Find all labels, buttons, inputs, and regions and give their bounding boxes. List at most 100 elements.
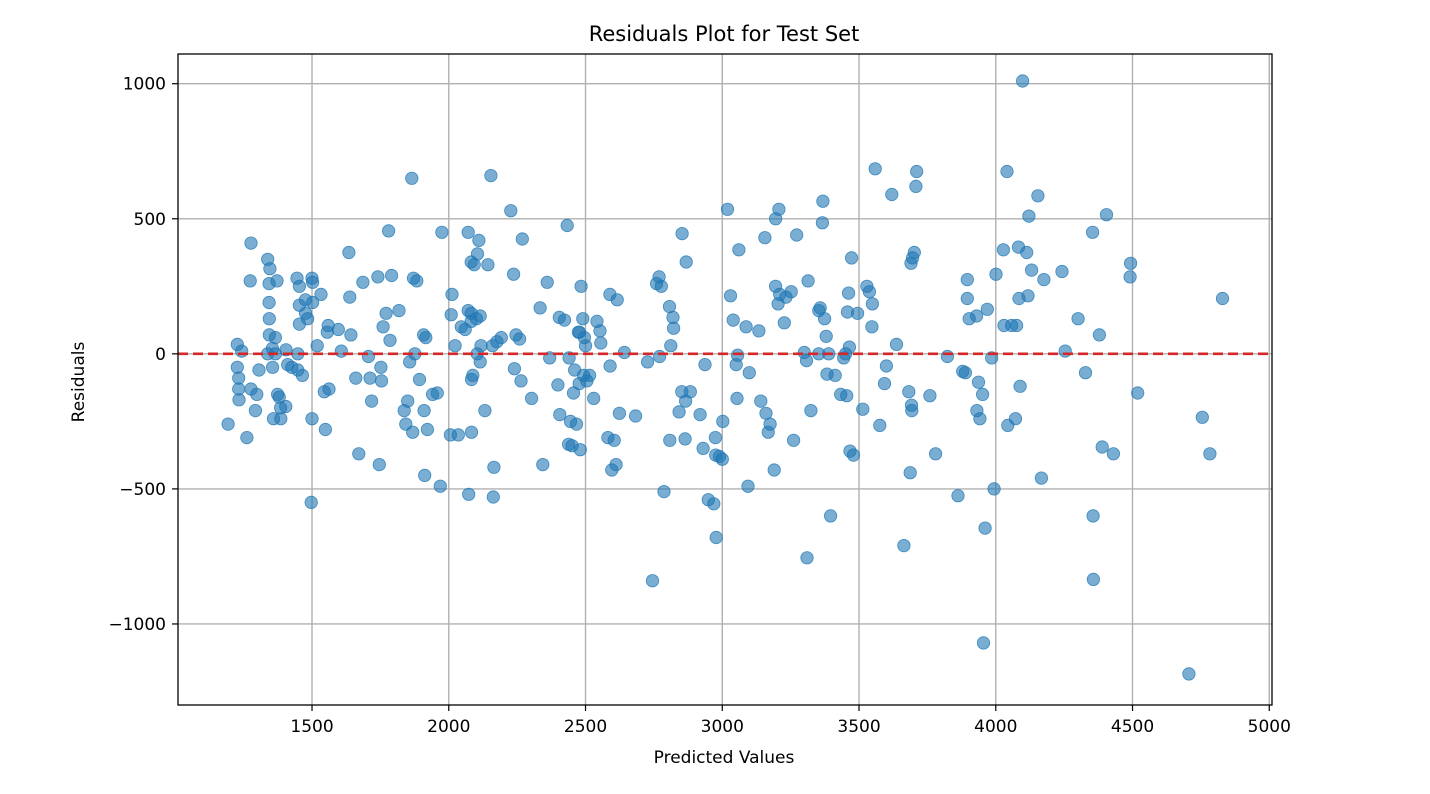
data-point bbox=[250, 387, 264, 401]
data-point bbox=[1055, 264, 1069, 279]
data-point bbox=[263, 262, 277, 276]
data-point bbox=[248, 403, 262, 418]
data-point bbox=[507, 362, 522, 376]
data-point bbox=[975, 387, 990, 401]
data-point bbox=[897, 538, 911, 553]
data-point bbox=[801, 274, 815, 288]
data-point bbox=[767, 463, 781, 477]
data-point bbox=[707, 497, 721, 511]
data-point bbox=[1008, 412, 1023, 426]
data-point bbox=[683, 385, 697, 399]
data-point bbox=[1013, 379, 1027, 393]
data-point bbox=[418, 468, 432, 482]
data-point bbox=[730, 348, 745, 362]
data-point bbox=[474, 339, 488, 353]
data-point bbox=[910, 164, 924, 179]
data-point bbox=[675, 227, 689, 241]
data-point bbox=[865, 297, 880, 311]
data-point bbox=[1106, 447, 1121, 461]
data-point bbox=[574, 279, 588, 293]
data-point bbox=[481, 258, 495, 272]
data-point bbox=[300, 312, 315, 326]
data-point bbox=[709, 530, 723, 545]
data-point bbox=[473, 309, 487, 323]
data-point bbox=[850, 306, 865, 320]
data-point bbox=[381, 224, 396, 238]
data-point bbox=[235, 344, 249, 358]
data-point bbox=[374, 360, 388, 374]
data-point bbox=[305, 275, 320, 289]
data-point bbox=[430, 386, 444, 400]
data-point bbox=[444, 308, 458, 322]
data-point bbox=[1078, 366, 1093, 380]
data-point bbox=[666, 321, 681, 335]
data-point bbox=[445, 287, 459, 301]
data-point bbox=[664, 339, 678, 353]
data-point bbox=[274, 412, 288, 426]
data-point bbox=[815, 216, 830, 230]
data-point bbox=[1195, 410, 1209, 424]
data-point bbox=[763, 417, 777, 431]
data-point bbox=[940, 349, 955, 364]
data-point bbox=[344, 328, 358, 342]
data-point bbox=[578, 339, 593, 353]
data-point bbox=[640, 355, 655, 369]
data-point bbox=[976, 636, 991, 650]
data-point bbox=[696, 441, 710, 455]
data-point bbox=[980, 302, 994, 316]
data-point bbox=[364, 394, 379, 408]
data-point bbox=[342, 245, 356, 260]
data-point bbox=[379, 306, 393, 320]
data-point bbox=[698, 357, 712, 372]
data-point bbox=[603, 359, 617, 373]
data-point bbox=[987, 482, 1001, 496]
data-point bbox=[978, 521, 992, 535]
data-point bbox=[846, 448, 861, 462]
data-point bbox=[557, 313, 572, 327]
data-point bbox=[823, 509, 838, 523]
data-point bbox=[1095, 440, 1109, 454]
data-point bbox=[726, 313, 740, 327]
data-point bbox=[877, 376, 892, 391]
data-point bbox=[784, 285, 798, 299]
data-point bbox=[524, 391, 539, 405]
data-point bbox=[816, 194, 830, 208]
data-point bbox=[244, 236, 258, 250]
data-point bbox=[448, 339, 462, 353]
data-point bbox=[1058, 344, 1072, 358]
data-point bbox=[412, 372, 427, 387]
data-point bbox=[406, 425, 420, 439]
data-point bbox=[512, 332, 527, 346]
data-point bbox=[607, 433, 621, 447]
data-point bbox=[560, 218, 574, 233]
data-point bbox=[723, 289, 738, 303]
data-point bbox=[657, 484, 671, 499]
data-point bbox=[1021, 289, 1035, 303]
data-point bbox=[758, 231, 772, 245]
data-point bbox=[270, 274, 284, 288]
grid-lines bbox=[178, 54, 1272, 705]
data-point bbox=[435, 225, 449, 239]
data-point bbox=[645, 574, 660, 588]
data-point bbox=[376, 320, 390, 334]
data-point bbox=[958, 366, 973, 380]
data-point bbox=[663, 433, 677, 447]
data-point bbox=[464, 425, 479, 439]
data-point bbox=[392, 303, 406, 318]
data-point bbox=[742, 366, 756, 380]
data-point bbox=[295, 368, 309, 382]
data-point bbox=[609, 457, 623, 472]
data-point bbox=[799, 353, 814, 368]
data-point bbox=[873, 418, 887, 432]
data-point bbox=[470, 247, 485, 261]
data-point bbox=[856, 402, 870, 416]
y-tick-label: 0 bbox=[155, 345, 166, 365]
data-point bbox=[923, 389, 937, 403]
y-tick-label: −500 bbox=[119, 480, 166, 500]
data-point bbox=[487, 460, 501, 474]
data-point bbox=[693, 407, 707, 422]
data-point bbox=[262, 295, 276, 310]
data-point bbox=[800, 551, 814, 565]
data-point bbox=[553, 407, 567, 422]
data-point bbox=[969, 309, 984, 323]
